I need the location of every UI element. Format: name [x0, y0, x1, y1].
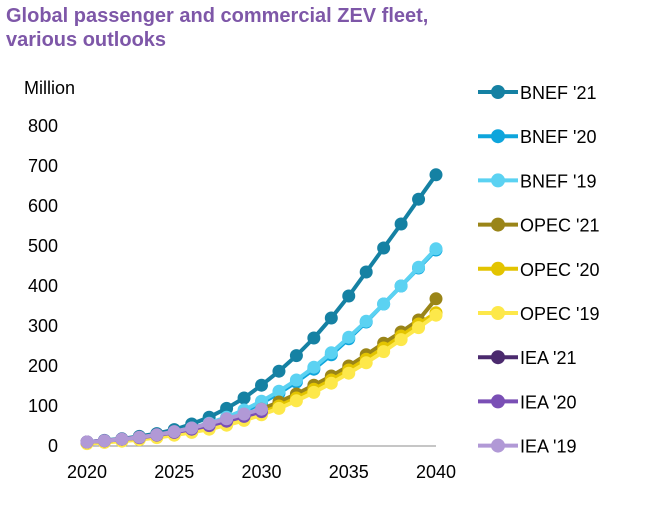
- data-point: [429, 242, 443, 256]
- data-point: [359, 356, 373, 370]
- data-point: [307, 385, 321, 399]
- data-point: [377, 241, 391, 255]
- data-point: [202, 417, 216, 431]
- y-tick-label: 800: [28, 116, 58, 136]
- chart-title: Global passenger and commercial ZEV flee…: [6, 4, 546, 52]
- data-point: [342, 330, 356, 344]
- legend-label: BNEF '21: [520, 83, 596, 103]
- legend-marker: [491, 350, 505, 365]
- data-point: [342, 289, 356, 303]
- y-tick-label: 400: [28, 276, 58, 296]
- data-point: [289, 373, 303, 387]
- data-point: [342, 366, 356, 380]
- legend-item: IEA '20: [478, 392, 576, 412]
- legend-item: OPEC '19: [478, 304, 599, 324]
- x-tick-label: 2020: [67, 462, 107, 482]
- legend: BNEF '21 BNEF '20 BNEF '19 OPEC '21 OPEC '20…: [478, 83, 599, 457]
- chart-title-line-1: Global passenger and commercial ZEV flee…: [6, 5, 429, 27]
- data-point: [324, 346, 338, 360]
- data-point: [359, 314, 373, 328]
- legend-item: OPEC '20: [478, 260, 599, 280]
- legend-marker: [491, 129, 505, 144]
- data-point: [394, 333, 408, 347]
- y-tick-label: 100: [28, 396, 58, 416]
- y-tick-label: 500: [28, 236, 58, 256]
- series-8: [80, 402, 268, 449]
- data-point: [307, 360, 321, 374]
- data-point: [394, 217, 408, 231]
- legend-marker: [491, 438, 505, 453]
- x-tick-label: 2035: [329, 462, 369, 482]
- legend-label: IEA '21: [520, 348, 576, 368]
- legend-marker: [491, 306, 505, 320]
- series-line: [85, 310, 438, 446]
- data-point: [115, 432, 129, 446]
- data-point: [324, 311, 338, 325]
- legend-label: BNEF '19: [520, 171, 596, 191]
- data-point: [255, 378, 268, 392]
- x-tick-label: 2030: [241, 462, 281, 482]
- y-tick-label: 300: [28, 316, 58, 336]
- y-tick-label: 200: [28, 356, 58, 376]
- data-point: [272, 364, 286, 378]
- data-point: [220, 412, 234, 426]
- series-4: [80, 306, 443, 450]
- legend-label: IEA '20: [520, 392, 576, 412]
- data-point: [307, 331, 321, 345]
- data-point: [289, 349, 303, 363]
- y-tick-label: 700: [28, 156, 58, 176]
- data-point: [429, 168, 443, 182]
- legend-item: BNEF '19: [478, 171, 596, 191]
- legend-marker: [491, 85, 505, 99]
- data-point: [377, 297, 391, 311]
- data-point: [412, 321, 426, 335]
- data-point: [412, 192, 426, 206]
- legend-marker: [491, 173, 505, 188]
- series-3: [80, 292, 443, 450]
- data-point: [150, 428, 164, 442]
- data-point: [377, 345, 391, 359]
- legend-item: OPEC '21: [478, 216, 599, 236]
- data-point: [429, 308, 443, 322]
- data-point: [429, 292, 443, 306]
- legend-marker: [491, 217, 505, 232]
- y-tick-label: 600: [28, 196, 58, 216]
- data-point: [324, 376, 338, 390]
- legend-label: OPEC '19: [520, 304, 599, 324]
- data-point: [255, 402, 268, 416]
- legend-label: OPEC '21: [520, 216, 599, 236]
- legend-label: BNEF '20: [520, 127, 596, 147]
- data-point: [185, 421, 199, 435]
- data-point: [272, 401, 286, 415]
- data-point: [97, 434, 111, 448]
- data-point: [237, 391, 251, 405]
- data-point: [80, 435, 94, 449]
- data-point: [237, 407, 251, 421]
- chart-title-line-2: various outlooks: [6, 29, 167, 51]
- x-tick-label: 2040: [416, 462, 456, 482]
- data-point: [272, 384, 286, 398]
- legend-marker: [491, 394, 505, 409]
- x-tick-label: 2025: [154, 462, 194, 482]
- legend-item: BNEF '20: [478, 127, 596, 147]
- data-point: [167, 425, 181, 439]
- y-axis-label: Million: [24, 78, 75, 98]
- data-point: [412, 260, 426, 274]
- data-point: [359, 265, 373, 279]
- data-point: [394, 279, 408, 293]
- axes: 0 100 200 300 400 500 600 700 800 2020 2025 2030 203…: [28, 116, 456, 482]
- data-point: [132, 430, 146, 444]
- legend-item: IEA '21: [478, 348, 576, 368]
- y-tick-label: 0: [48, 436, 58, 456]
- legend-label: IEA '19: [520, 437, 576, 457]
- legend-marker: [491, 261, 505, 276]
- legend-item: IEA '19: [478, 437, 576, 457]
- data-point: [289, 394, 303, 408]
- plot-area: [80, 168, 443, 451]
- legend-item: BNEF '21: [478, 83, 596, 103]
- legend-label: OPEC '20: [520, 260, 599, 280]
